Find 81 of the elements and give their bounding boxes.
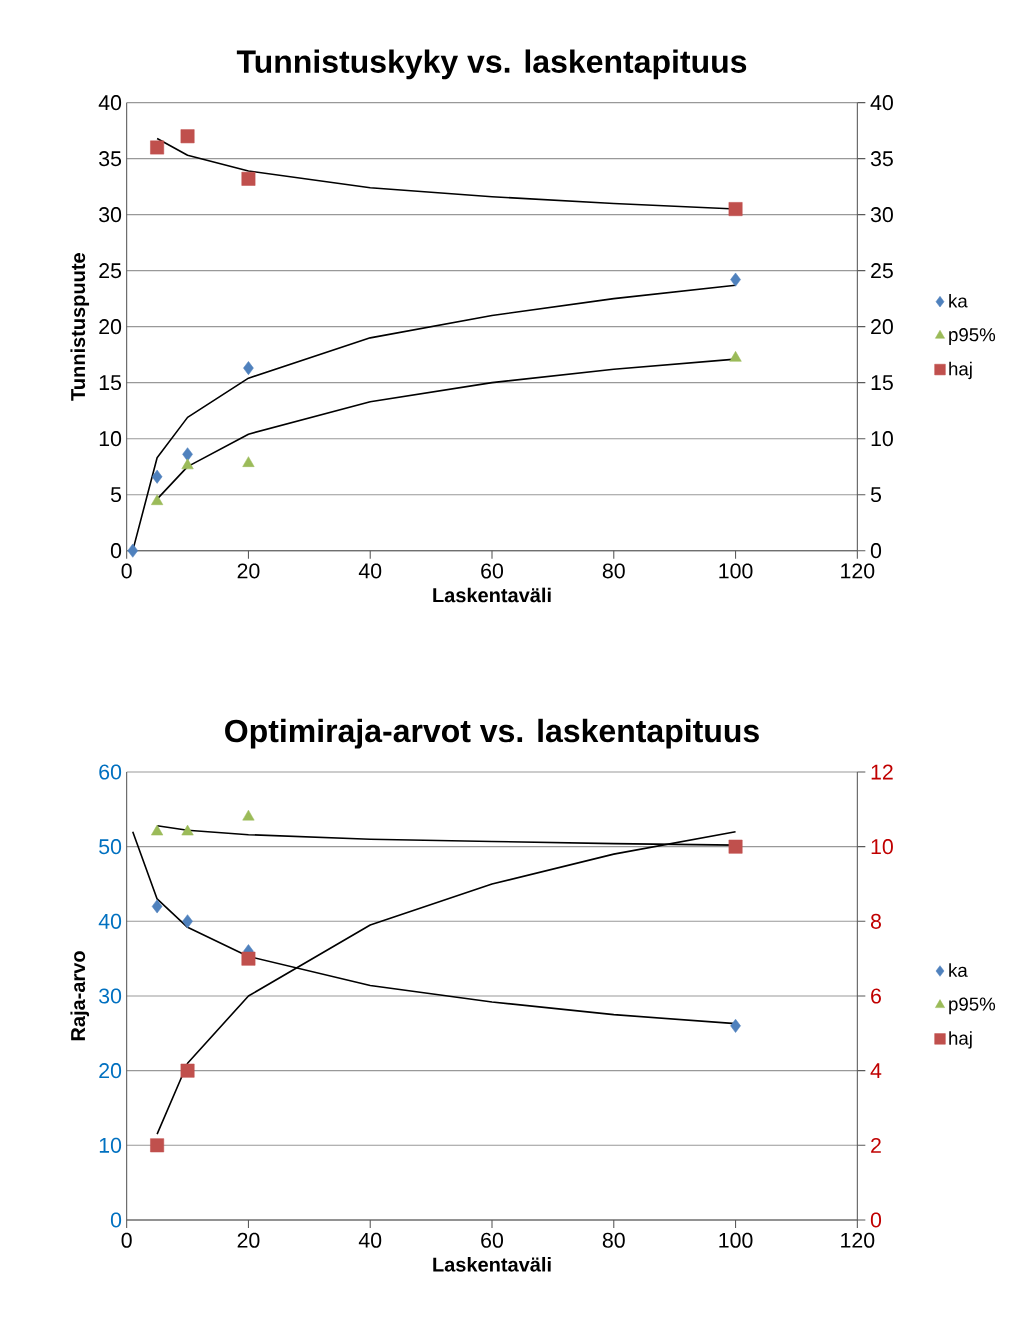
point — [730, 272, 741, 287]
point — [151, 494, 164, 505]
y2-tick-label: 35 — [870, 151, 893, 167]
y-tick-label: 35 — [99, 151, 122, 167]
point — [728, 202, 743, 216]
y-tick-label: 40 — [98, 95, 122, 111]
legend-label: haj — [949, 1031, 972, 1049]
x-tick-label: 80 — [602, 563, 625, 579]
x-tick-label: 0 — [121, 563, 132, 579]
x-tick-label: 100 — [719, 563, 753, 579]
y-tick-label: 30 — [99, 207, 122, 223]
point — [151, 824, 164, 836]
point — [181, 824, 194, 836]
point — [181, 458, 194, 470]
x-tick-label: 40 — [358, 1232, 382, 1248]
y2-tick-label: 2 — [871, 1137, 881, 1153]
x-tick-label: 100 — [719, 1232, 753, 1248]
point — [241, 171, 256, 186]
y-tick-label: 15 — [99, 375, 122, 391]
y2-tick-label: 10 — [871, 431, 893, 447]
point — [150, 140, 165, 155]
y2-tick-label: 25 — [871, 263, 893, 279]
y-axis-title: Raja-arvo — [70, 951, 90, 1041]
legend-label: p95% — [949, 328, 996, 346]
chart-title: Tunnistuskyky vs. laskentapituus — [236, 49, 747, 80]
y2-tick-label: 10 — [871, 839, 893, 855]
legend-label: p95% — [949, 997, 996, 1015]
x-tick-label: 80 — [602, 1232, 625, 1248]
point — [241, 951, 256, 966]
point — [729, 351, 742, 362]
y-tick-label: 60 — [99, 764, 122, 780]
y-tick-label: 10 — [99, 431, 122, 447]
point — [182, 447, 193, 462]
y-tick-label: 20 — [99, 319, 122, 335]
y-tick-label: 5 — [110, 487, 122, 503]
x-tick-label: 0 — [121, 1232, 132, 1248]
y-axis-title: Tunnistuspuute — [70, 253, 90, 401]
y-tick-label: 20 — [99, 1063, 122, 1079]
point — [242, 809, 255, 821]
y2-tick-label: 15 — [871, 375, 893, 391]
point — [180, 1063, 195, 1078]
x-tick-label: 60 — [481, 563, 504, 579]
point — [151, 469, 163, 484]
y2-tick-label: 0 — [870, 1212, 882, 1228]
y2-tick-label: 6 — [871, 988, 881, 1004]
y-tick-label: 50 — [99, 839, 122, 855]
point — [182, 914, 193, 929]
y-tick-label: 30 — [99, 988, 122, 1004]
point — [728, 839, 743, 854]
y2-tick-label: 5 — [870, 487, 882, 503]
point — [150, 1138, 165, 1153]
y-tick-label: 0 — [110, 1212, 122, 1228]
y-tick-label: 0 — [110, 543, 122, 559]
point — [242, 456, 255, 467]
y-tick-label: 10 — [99, 1137, 122, 1153]
y-tick-label: 40 — [98, 913, 122, 929]
y2-tick-label: 0 — [870, 543, 882, 559]
y2-tick-label: 8 — [870, 913, 881, 929]
y2-tick-label: 12 — [871, 764, 893, 780]
y2-tick-label: 4 — [870, 1063, 882, 1078]
y2-tick-label: 40 — [870, 95, 893, 111]
point — [730, 1018, 741, 1033]
x-tick-label: 120 — [841, 1232, 875, 1248]
x-axis-title: Laskentaväli — [433, 587, 551, 603]
x-tick-label: 120 — [841, 563, 875, 579]
x-tick-label: 20 — [237, 563, 260, 579]
y-tick-label: 25 — [99, 263, 122, 279]
legend-label: ka — [949, 963, 968, 977]
x-tick-label: 60 — [481, 1232, 504, 1248]
point — [127, 543, 139, 558]
y2-tick-label: 30 — [870, 207, 893, 223]
y2-tick-label: 20 — [871, 319, 893, 335]
chart-title: Optimiraja-arvot vs. laskentapituus — [225, 718, 759, 749]
x-tick-label: 20 — [237, 1232, 260, 1248]
legend-label: ka — [949, 293, 968, 308]
point — [151, 899, 163, 914]
legend-label: haj — [949, 361, 972, 380]
x-tick-label: 40 — [358, 563, 382, 579]
point — [243, 361, 254, 376]
point — [180, 129, 195, 144]
x-axis-title: Laskentaväli — [433, 1256, 551, 1272]
